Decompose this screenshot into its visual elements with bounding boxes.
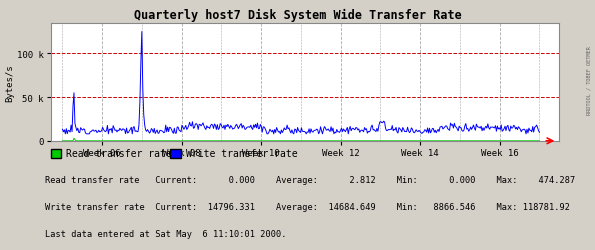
- Text: Last data entered at Sat May  6 11:10:01 2000.: Last data entered at Sat May 6 11:10:01 …: [45, 229, 286, 238]
- Text: Quarterly host7 Disk System Wide Transfer Rate: Quarterly host7 Disk System Wide Transfe…: [134, 9, 461, 22]
- Text: Read transfer rate: Read transfer rate: [66, 149, 172, 159]
- Text: RRDTOOL / TOBEF OETMER: RRDTOOL / TOBEF OETMER: [587, 46, 591, 114]
- Y-axis label: Bytes/s: Bytes/s: [5, 64, 14, 101]
- Text: Write transfer rate  Current:  14796.331    Average:  14684.649    Min:   8866.5: Write transfer rate Current: 14796.331 A…: [45, 202, 569, 211]
- Text: Read transfer rate   Current:      0.000    Average:      2.812    Min:      0.0: Read transfer rate Current: 0.000 Averag…: [45, 176, 575, 184]
- Text: Write transfer rate: Write transfer rate: [186, 149, 298, 159]
